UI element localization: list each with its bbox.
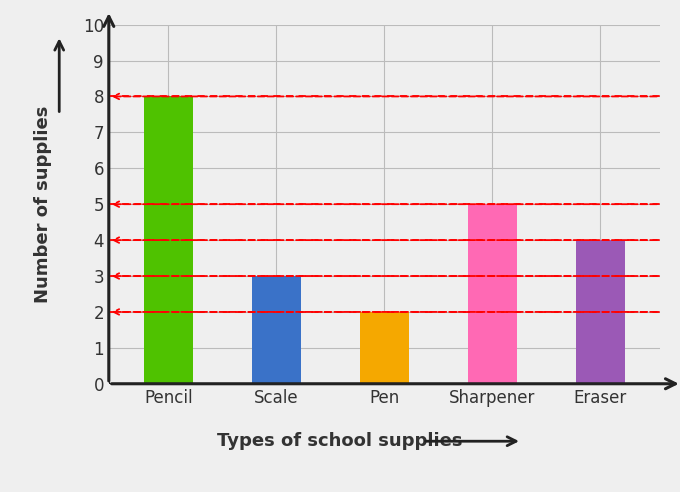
- Bar: [252, 276, 301, 384]
- Text: Types of school supplies: Types of school supplies: [218, 432, 463, 450]
- Bar: [576, 240, 624, 384]
- Bar: [144, 96, 192, 384]
- Bar: [360, 312, 409, 384]
- Text: Number of supplies: Number of supplies: [34, 105, 52, 303]
- Bar: [468, 204, 517, 384]
